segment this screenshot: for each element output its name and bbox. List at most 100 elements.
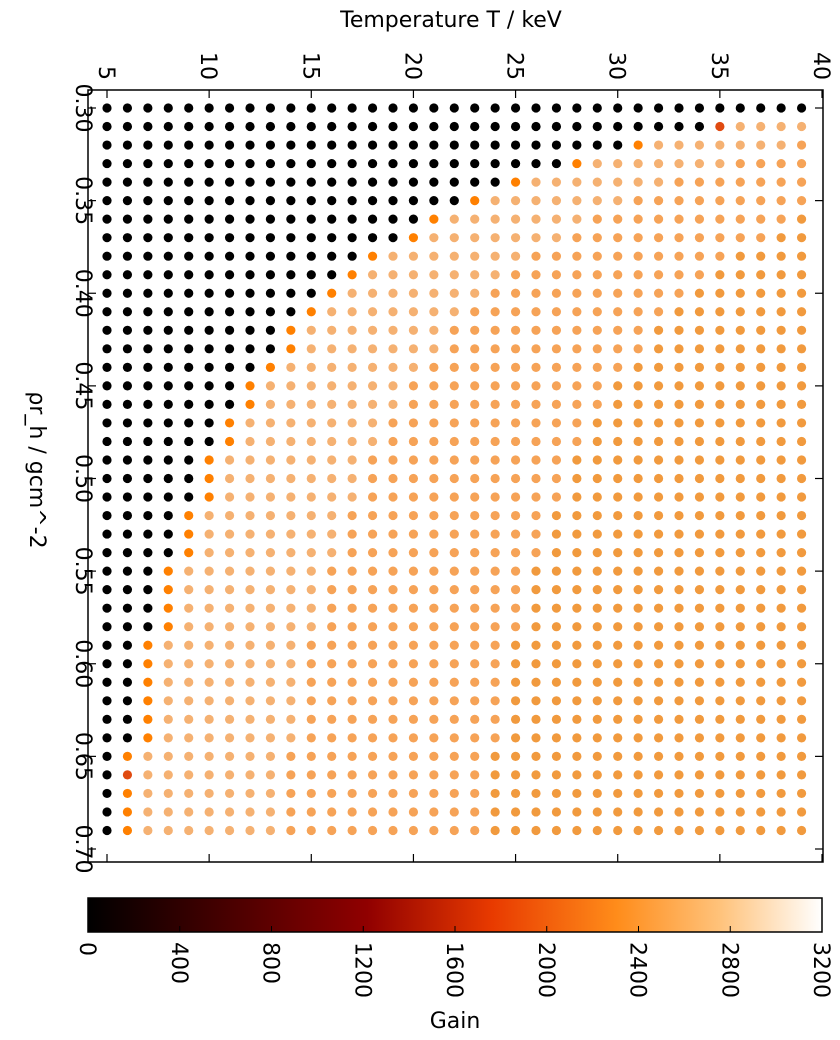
gain-point bbox=[613, 288, 623, 298]
gain-point bbox=[408, 603, 419, 613]
gain-point bbox=[367, 399, 378, 409]
gain-point bbox=[347, 473, 357, 484]
gain-point bbox=[122, 436, 133, 447]
gain-point bbox=[204, 548, 214, 558]
gain-point bbox=[674, 344, 684, 354]
gain-point bbox=[327, 677, 337, 687]
gain-point bbox=[245, 492, 255, 502]
gain-point bbox=[143, 418, 153, 428]
gain-point bbox=[224, 548, 235, 558]
gain-point bbox=[163, 640, 173, 650]
gain-point bbox=[143, 566, 153, 576]
gain-point bbox=[796, 473, 807, 484]
gain-point bbox=[265, 214, 276, 224]
gain-point bbox=[122, 418, 133, 428]
gain-point bbox=[531, 362, 541, 372]
gain-point bbox=[449, 214, 459, 224]
colorbar-tick-label: 3200 bbox=[808, 942, 833, 998]
gain-point bbox=[163, 529, 173, 539]
gain-point bbox=[347, 399, 357, 409]
gain-point bbox=[470, 362, 480, 372]
gain-point bbox=[143, 603, 153, 613]
gain-point bbox=[184, 251, 194, 261]
gain-point bbox=[204, 714, 214, 724]
gain-point bbox=[102, 362, 112, 372]
gain-point bbox=[653, 177, 664, 187]
gain-point bbox=[204, 677, 214, 687]
gain-point bbox=[347, 288, 357, 298]
gain-point bbox=[756, 548, 766, 558]
gain-point bbox=[265, 436, 276, 447]
gain-point bbox=[674, 121, 684, 132]
gain-point bbox=[245, 603, 255, 613]
gain-point bbox=[286, 807, 296, 817]
gain-point bbox=[572, 233, 582, 243]
gain-point bbox=[796, 214, 807, 224]
gain-point bbox=[204, 492, 214, 502]
gain-point bbox=[572, 807, 582, 817]
gain-point bbox=[633, 381, 643, 391]
gain-point bbox=[449, 381, 459, 391]
gain-point bbox=[674, 807, 684, 817]
gain-point bbox=[613, 566, 623, 576]
gain-point bbox=[286, 492, 296, 502]
gain-point bbox=[367, 714, 378, 724]
gain-point bbox=[449, 696, 459, 706]
gain-point bbox=[265, 325, 276, 335]
gain-point bbox=[122, 640, 133, 650]
gain-point bbox=[490, 751, 500, 761]
gain-point bbox=[306, 418, 316, 428]
gain-point bbox=[592, 696, 602, 706]
gain-point bbox=[776, 381, 786, 391]
colorbar-tick-label: 2000 bbox=[533, 942, 558, 998]
gain-point bbox=[102, 196, 112, 206]
gain-point bbox=[551, 251, 562, 261]
gain-point bbox=[510, 714, 521, 724]
gain-point bbox=[265, 492, 276, 502]
gain-point bbox=[776, 325, 786, 335]
gain-point bbox=[572, 492, 582, 502]
gain-point bbox=[470, 233, 480, 243]
gain-point bbox=[245, 788, 255, 799]
gain-point bbox=[408, 585, 419, 595]
gain-point bbox=[143, 214, 153, 224]
gain-point bbox=[613, 381, 623, 391]
gain-point bbox=[592, 659, 602, 669]
gain-point bbox=[265, 362, 276, 372]
gain-point bbox=[613, 825, 623, 836]
colorbar-label: Gain bbox=[430, 1009, 481, 1034]
gain-point bbox=[572, 418, 582, 428]
gain-point bbox=[286, 714, 296, 724]
gain-point bbox=[204, 344, 214, 354]
gain-point bbox=[367, 603, 378, 613]
gain-point bbox=[715, 418, 725, 428]
gain-point bbox=[470, 307, 480, 317]
gain-point bbox=[796, 825, 807, 836]
gain-point bbox=[715, 807, 725, 817]
gain-point bbox=[756, 492, 766, 502]
gain-point bbox=[163, 492, 173, 502]
gain-point bbox=[756, 788, 766, 799]
gain-point bbox=[286, 622, 296, 632]
gain-point bbox=[143, 788, 153, 799]
gain-point bbox=[327, 288, 337, 298]
gain-point bbox=[327, 233, 337, 243]
gain-point bbox=[388, 140, 398, 150]
gain-point bbox=[265, 251, 276, 261]
gain-point bbox=[592, 418, 602, 428]
gain-point bbox=[510, 492, 521, 502]
gain-point bbox=[776, 270, 786, 280]
gain-point bbox=[470, 659, 480, 669]
gain-point bbox=[592, 585, 602, 595]
gain-point bbox=[572, 473, 582, 484]
gain-point bbox=[347, 381, 357, 391]
gain-point bbox=[653, 270, 664, 280]
gain-point bbox=[633, 733, 643, 743]
gain-point bbox=[367, 307, 378, 317]
gain-point bbox=[347, 436, 357, 447]
gain-point bbox=[551, 714, 562, 724]
gain-point bbox=[388, 418, 398, 428]
gain-point bbox=[756, 733, 766, 743]
gain-point bbox=[204, 585, 214, 595]
gain-point bbox=[715, 270, 725, 280]
